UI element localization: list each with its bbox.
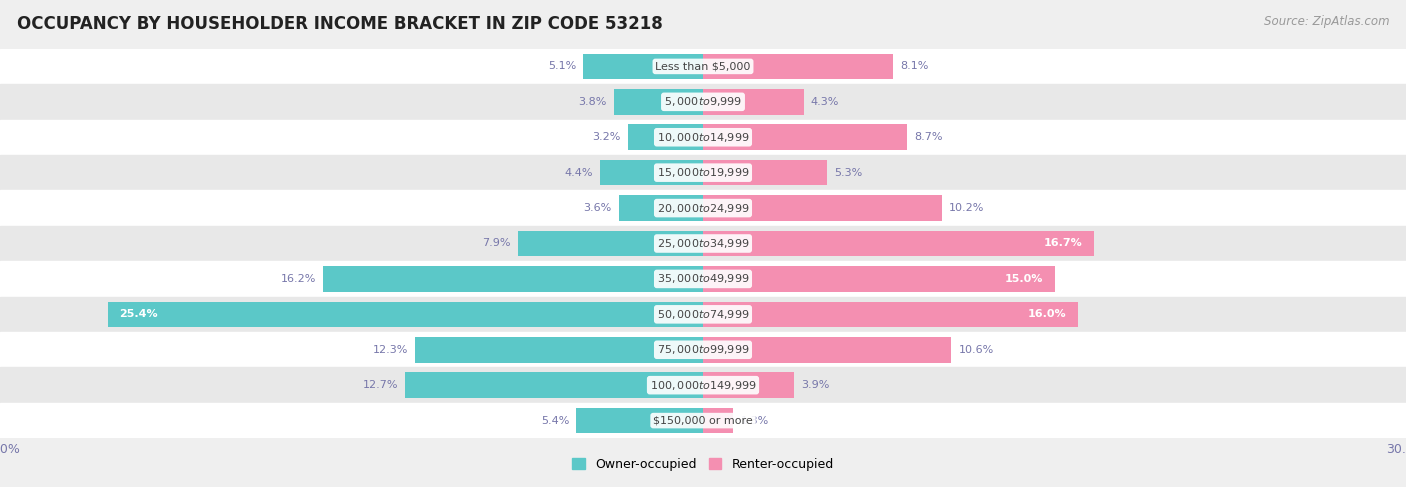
Bar xyxy=(703,54,893,79)
Bar xyxy=(0,119,1406,155)
Bar xyxy=(517,231,703,256)
Bar xyxy=(703,301,1078,327)
Text: $25,000 to $34,999: $25,000 to $34,999 xyxy=(657,237,749,250)
Bar xyxy=(0,49,1406,84)
Text: 16.0%: 16.0% xyxy=(1028,309,1066,319)
Text: $50,000 to $74,999: $50,000 to $74,999 xyxy=(657,308,749,321)
Bar xyxy=(0,297,1406,332)
Bar xyxy=(703,89,804,114)
Text: 5.1%: 5.1% xyxy=(548,61,576,72)
Text: 8.1%: 8.1% xyxy=(900,61,928,72)
Bar xyxy=(619,195,703,221)
Bar xyxy=(0,84,1406,119)
Text: 3.6%: 3.6% xyxy=(583,203,612,213)
Bar xyxy=(703,195,942,221)
Text: 1.3%: 1.3% xyxy=(741,415,769,426)
Bar xyxy=(0,226,1406,261)
Bar xyxy=(323,266,703,292)
Text: 3.8%: 3.8% xyxy=(578,97,607,107)
Text: $20,000 to $24,999: $20,000 to $24,999 xyxy=(657,202,749,215)
Text: $5,000 to $9,999: $5,000 to $9,999 xyxy=(664,95,742,108)
Bar xyxy=(703,125,907,150)
Text: 3.2%: 3.2% xyxy=(592,132,621,142)
Text: 16.2%: 16.2% xyxy=(281,274,316,284)
Text: $75,000 to $99,999: $75,000 to $99,999 xyxy=(657,343,749,356)
Text: 4.3%: 4.3% xyxy=(811,97,839,107)
Bar xyxy=(703,266,1054,292)
Text: 7.9%: 7.9% xyxy=(482,239,510,248)
Bar xyxy=(703,408,734,433)
Text: $35,000 to $49,999: $35,000 to $49,999 xyxy=(657,272,749,285)
Bar xyxy=(703,373,794,398)
Text: 10.2%: 10.2% xyxy=(949,203,984,213)
Text: $15,000 to $19,999: $15,000 to $19,999 xyxy=(657,166,749,179)
Text: 10.6%: 10.6% xyxy=(959,345,994,355)
Bar xyxy=(108,301,703,327)
Bar xyxy=(0,332,1406,368)
Text: 8.7%: 8.7% xyxy=(914,132,942,142)
Bar xyxy=(583,54,703,79)
Text: Less than $5,000: Less than $5,000 xyxy=(655,61,751,72)
Text: Source: ZipAtlas.com: Source: ZipAtlas.com xyxy=(1264,15,1389,28)
Legend: Owner-occupied, Renter-occupied: Owner-occupied, Renter-occupied xyxy=(568,453,838,476)
Text: 12.7%: 12.7% xyxy=(363,380,398,390)
Bar xyxy=(614,89,703,114)
Bar xyxy=(703,231,1094,256)
Text: OCCUPANCY BY HOUSEHOLDER INCOME BRACKET IN ZIP CODE 53218: OCCUPANCY BY HOUSEHOLDER INCOME BRACKET … xyxy=(17,15,662,33)
Bar xyxy=(0,368,1406,403)
Bar xyxy=(576,408,703,433)
Text: $150,000 or more: $150,000 or more xyxy=(654,415,752,426)
Bar xyxy=(0,190,1406,226)
Text: 15.0%: 15.0% xyxy=(1004,274,1043,284)
Text: 4.4%: 4.4% xyxy=(564,168,593,178)
Bar xyxy=(0,155,1406,190)
Bar xyxy=(628,125,703,150)
Bar xyxy=(0,261,1406,297)
Text: $10,000 to $14,999: $10,000 to $14,999 xyxy=(657,131,749,144)
Text: 3.9%: 3.9% xyxy=(801,380,830,390)
Bar xyxy=(600,160,703,186)
Text: 25.4%: 25.4% xyxy=(120,309,157,319)
Bar xyxy=(415,337,703,362)
Text: $100,000 to $149,999: $100,000 to $149,999 xyxy=(650,379,756,392)
Text: 16.7%: 16.7% xyxy=(1043,239,1083,248)
Text: 5.4%: 5.4% xyxy=(541,415,569,426)
Bar xyxy=(703,160,827,186)
Text: 5.3%: 5.3% xyxy=(834,168,862,178)
Bar xyxy=(0,403,1406,438)
Bar xyxy=(405,373,703,398)
Bar xyxy=(703,337,952,362)
Text: 12.3%: 12.3% xyxy=(373,345,408,355)
